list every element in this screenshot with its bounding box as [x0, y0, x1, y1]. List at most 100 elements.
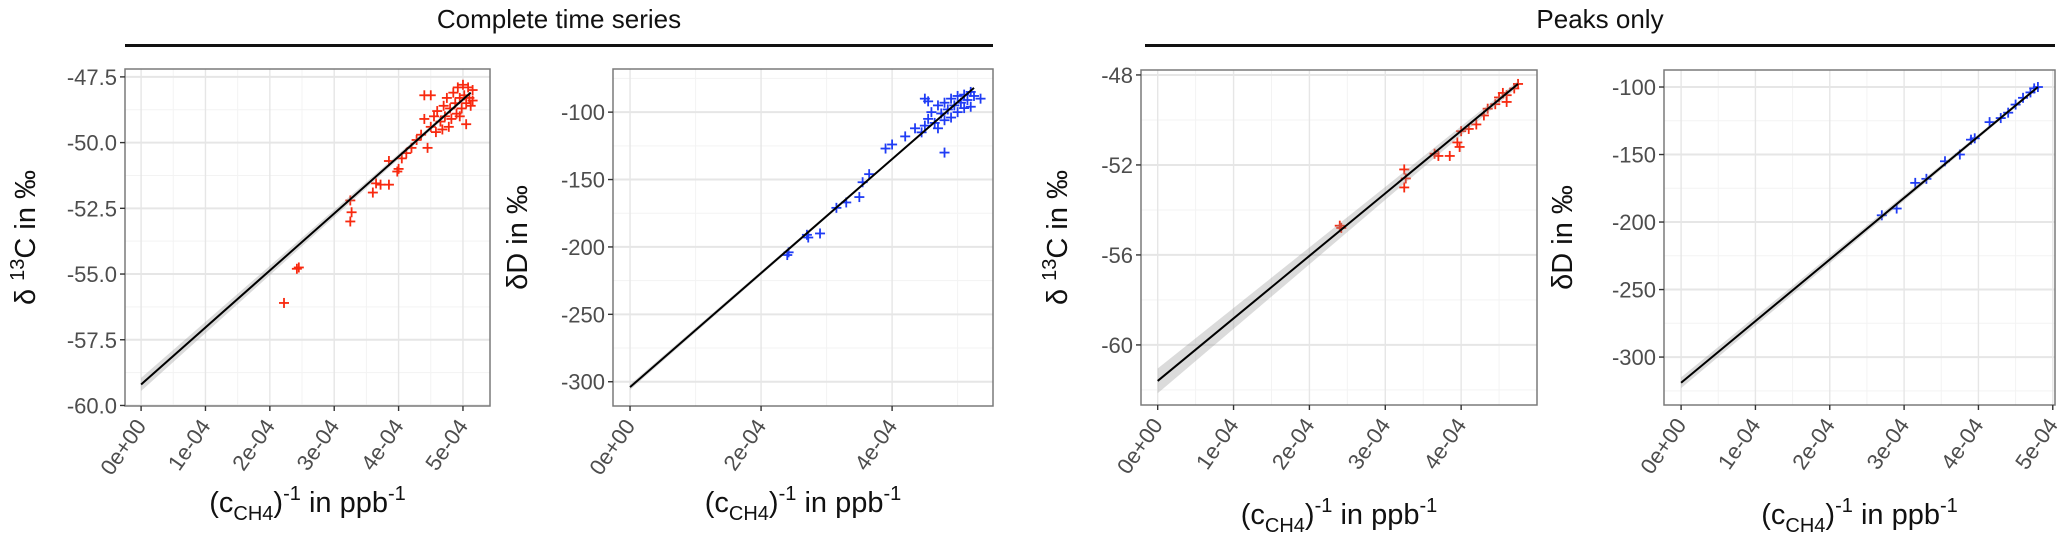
y-title-superscript: 13: [1039, 259, 1061, 281]
data-point: [923, 96, 934, 107]
y-tick-label: -100: [1612, 75, 1656, 100]
chart-panel-4: -100 -150 -200 -250 -300 0e+00 1e-04 2e-04 3e-04…: [1547, 69, 2063, 537]
data-point: [1433, 150, 1444, 161]
data-point: [1452, 137, 1463, 148]
y-title-part: δD in ‰: [1547, 185, 1579, 290]
data-point: [438, 100, 449, 111]
y-axis-title: δD in ‰: [1547, 185, 1579, 290]
data-point: [441, 92, 452, 103]
y-tick-label: -57.5: [67, 328, 117, 353]
y-title-part: C in ‰: [10, 170, 42, 259]
y-axis-title: δD in ‰: [502, 185, 534, 290]
data-point: [456, 103, 467, 114]
x-axis-title: (cCH4)-1 in ppb-1: [1241, 495, 1438, 537]
y-tick-label: -56: [1101, 243, 1133, 268]
data-point: [900, 131, 911, 142]
x-title-sup2: -1: [1419, 495, 1437, 517]
x-tick-label: 2e-04: [718, 415, 771, 475]
x-title-sub: CH4: [233, 503, 273, 525]
data-point: [1471, 119, 1482, 130]
y-tick-label: -150: [1612, 143, 1656, 168]
x-title-open: (c: [209, 487, 233, 519]
x-tick-label: 3e-04: [1343, 414, 1396, 474]
x-title-sup1: -1: [1315, 495, 1333, 517]
header-divider-peaks: [1145, 44, 2055, 47]
data-point: [1984, 117, 1995, 128]
y-tick-label: -200: [1612, 210, 1656, 235]
data-point: [923, 113, 934, 124]
data-point: [965, 101, 976, 112]
x-axis-title: (cCH4)-1 in ppb-1: [209, 483, 406, 525]
x-title-close: ): [1305, 499, 1315, 531]
x-tick-label: 0e+00: [95, 415, 151, 480]
y-tick-label: -50.0: [67, 131, 117, 156]
plot-border: [612, 68, 994, 407]
data-point: [454, 111, 465, 122]
data-point: [1501, 96, 1512, 107]
y-tick-label: -60.0: [67, 393, 117, 418]
x-tick-label: 5e-04: [420, 415, 473, 475]
y-tick-label: -300: [1612, 345, 1656, 370]
x-title-mid: in ppb: [1853, 499, 1940, 531]
y-title-superscript: 13: [7, 259, 29, 281]
x-title-open: (c: [705, 487, 729, 519]
x-title-sup1: -1: [283, 483, 301, 505]
y-tick-label: -48: [1101, 63, 1133, 88]
data-point: [962, 95, 973, 106]
x-title-sub: CH4: [1265, 515, 1305, 537]
y-tick-label: -60: [1101, 333, 1133, 358]
x-tick-label: 0e+00: [1635, 414, 1691, 479]
y-tick-label: -52: [1101, 153, 1133, 178]
data-point: [430, 127, 441, 138]
y-tick-label: -250: [1612, 278, 1656, 303]
data-point: [932, 123, 943, 134]
chart-panel-3: -48 -52 -56 -60 0e+00 1e-04 2e-04 3e-04 4e-04 δ 1…: [1039, 63, 1538, 537]
data-point: [887, 139, 898, 150]
data-point: [946, 112, 957, 123]
data-point: [939, 115, 950, 126]
x-title-open: (c: [1241, 499, 1265, 531]
regression-line: [629, 87, 975, 388]
data-point: [946, 93, 957, 104]
data-point: [939, 147, 950, 158]
data-point: [446, 113, 457, 124]
x-title-close: ): [769, 487, 779, 519]
data-point: [932, 100, 943, 111]
data-point: [910, 123, 921, 134]
data-point: [457, 79, 468, 90]
data-point: [467, 85, 478, 96]
data-point: [425, 90, 436, 101]
x-tick-label: 4e-04: [1418, 414, 1471, 474]
y-tick-label: -55.0: [67, 262, 117, 287]
data-point: [432, 106, 443, 117]
data-point: [375, 179, 386, 190]
x-title-open: (c: [1761, 499, 1785, 531]
data-point: [452, 82, 463, 93]
data-points: [279, 79, 478, 308]
x-tick-label: 3e-04: [1861, 414, 1914, 474]
x-title-close: ): [1825, 499, 1835, 531]
data-point: [959, 103, 970, 114]
data-point: [952, 90, 963, 101]
plot-border: [124, 68, 491, 407]
x-title-sup2: -1: [388, 483, 406, 505]
data-point: [815, 228, 826, 239]
data-point: [461, 119, 472, 130]
data-point: [345, 216, 356, 227]
x-title-sup1: -1: [779, 483, 797, 505]
x-axis-title: (cCH4)-1 in ppb-1: [705, 483, 902, 525]
data-point: [419, 113, 430, 124]
data-point: [346, 207, 357, 218]
x-tick-label: 1e-04: [1713, 414, 1766, 474]
x-tick-label: 5e-04: [2010, 414, 2063, 474]
data-point: [975, 93, 986, 104]
x-title-mid: in ppb: [1332, 499, 1419, 531]
x-tick-label: 4e-04: [849, 415, 902, 475]
y-tick-label: -200: [561, 235, 605, 260]
y-title-part: δ: [10, 281, 42, 305]
header-peaks-only: Peaks only: [1536, 4, 1664, 34]
x-tick-label: 1e-04: [1191, 414, 1244, 474]
x-title-sub: CH4: [729, 503, 769, 525]
header-divider-complete: [125, 44, 993, 47]
